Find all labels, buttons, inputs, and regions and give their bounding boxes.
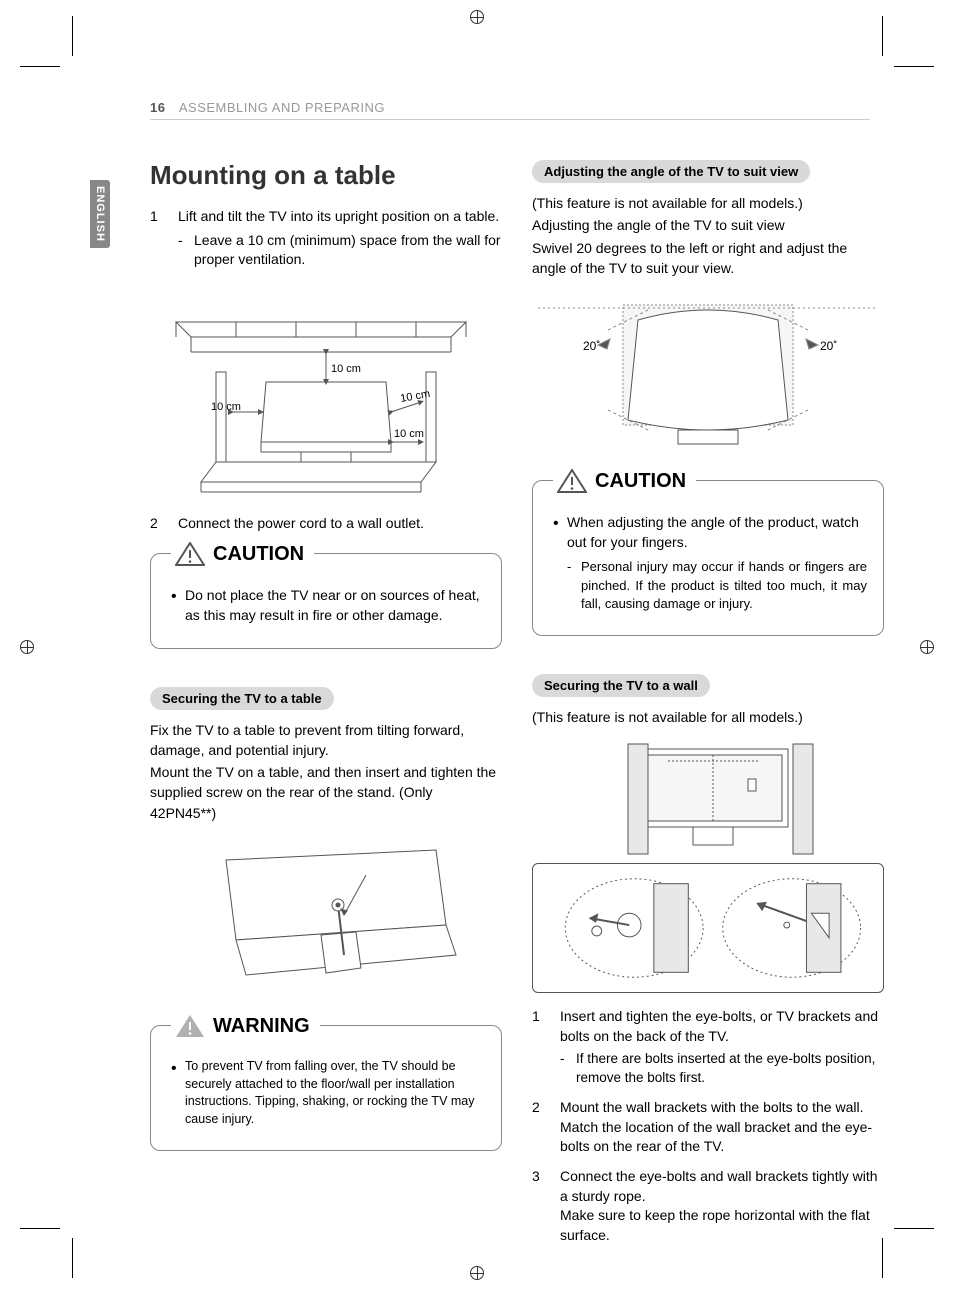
step-2: Connect the power cord to a wall outlet. [150, 514, 502, 534]
fig-label-rl: 10 cm [394, 428, 424, 440]
wall-step-1: Insert and tighten the eye-bolts, or TV … [532, 1007, 884, 1088]
warning-box: WARNING To prevent TV from falling over,… [150, 1025, 502, 1151]
step-1-sub-1: Leave a 10 cm (minimum) space from the w… [178, 231, 502, 270]
warning-icon [175, 1014, 205, 1038]
caution-2-item-1-text: When adjusting the angle of the product,… [567, 514, 859, 550]
warning-label: WARNING [213, 1012, 310, 1040]
language-tab: ENGLISH [90, 180, 110, 248]
figure-secure-wall-1 [532, 739, 884, 859]
step-1-text: Lift and tilt the TV into its upright po… [178, 208, 499, 224]
caution-label: CAUTION [213, 540, 304, 568]
figure-secure-wall-2 [532, 863, 884, 993]
warning-item-1: To prevent TV from falling over, the TV … [167, 1058, 485, 1128]
step-1: Lift and tilt the TV into its upright po… [150, 207, 502, 270]
wall-step-1-text: Insert and tighten the eye-bolts, or TV … [560, 1008, 878, 1044]
secure-table-p2: Mount the TV on a table, and then insert… [150, 762, 502, 823]
wall-step-1-sub-1: If there are bolts inserted at the eye-b… [560, 1050, 884, 1088]
wall-step-3-text: Connect the eye-bolts and wall brackets … [560, 1168, 878, 1204]
wall-step-2b-text: Match the location of the wall bracket a… [560, 1119, 872, 1155]
running-header: 16 ASSEMBLING AND PREPARING [150, 100, 870, 120]
caution-box-1: CAUTION Do not place the TV near or on s… [150, 553, 502, 648]
caution-box-2: CAUTION When adjusting the angle of the … [532, 480, 884, 636]
secure-table-p1: Fix the TV to a table to prevent from ti… [150, 720, 502, 761]
angle-p1: (This feature is not available for all m… [532, 193, 884, 213]
caution-1-item-1: Do not place the TV near or on sources o… [167, 586, 485, 625]
page-number: 16 [150, 100, 165, 115]
figure-table-clearance: 10 cm 10 cm 10 cm 10 cm [150, 282, 502, 502]
right-column: Adjusting the angle of the TV to suit vi… [532, 160, 884, 1255]
caution-2-item-1-sub-1: Personal injury may occur if hands or fi… [567, 558, 867, 613]
angle-right: 20˚ [820, 339, 837, 353]
wall-step-2-text: Mount the wall brackets with the bolts t… [560, 1099, 863, 1115]
caution-2-item-1: When adjusting the angle of the product,… [549, 513, 867, 613]
section-title: Mounting on a table [150, 160, 502, 191]
wall-step-3: Connect the eye-bolts and wall brackets … [532, 1167, 884, 1245]
pill-secure-wall: Securing the TV to a wall [532, 674, 710, 697]
angle-p3: Swivel 20 degrees to the left or right a… [532, 238, 884, 279]
fig-label-left: 10 cm [211, 401, 241, 413]
pill-adjust-angle: Adjusting the angle of the TV to suit vi… [532, 160, 810, 183]
angle-left: 20˚ [583, 339, 600, 353]
figure-secure-table [150, 835, 502, 1005]
pill-secure-table: Securing the TV to a table [150, 687, 334, 710]
left-column: Mounting on a table Lift and tilt the TV… [150, 160, 502, 1255]
figure-swivel-angle: 20˚ 20˚ [532, 290, 884, 460]
angle-p2: Adjusting the angle of the TV to suit vi… [532, 215, 884, 235]
secure-wall-p1: (This feature is not available for all m… [532, 707, 884, 727]
caution-icon [175, 542, 205, 566]
caution-2-label: CAUTION [595, 467, 686, 495]
running-title: ASSEMBLING AND PREPARING [179, 100, 385, 115]
wall-step-3b-text: Make sure to keep the rope horizontal wi… [560, 1207, 870, 1243]
fig-label-top: 10 cm [331, 363, 361, 375]
caution-icon [557, 469, 587, 493]
wall-step-2: Mount the wall brackets with the bolts t… [532, 1098, 884, 1157]
